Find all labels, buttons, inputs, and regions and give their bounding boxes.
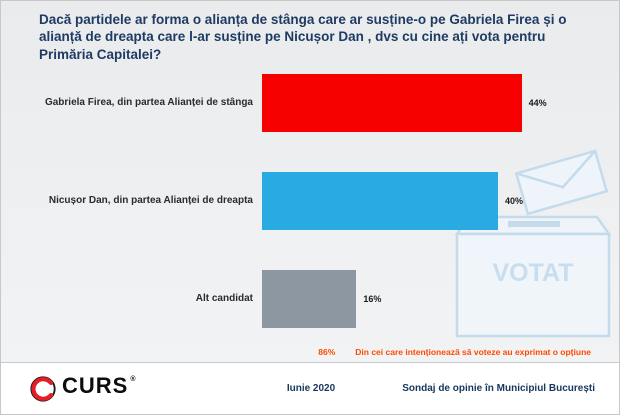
annotation-note: 86% Din cei care intenționează să voteze… [318, 347, 591, 357]
bar-row: Nicușor Dan, din partea Alianței de drea… [1, 171, 619, 231]
category-label: Gabriela Firea, din partea Alianței de s… [44, 97, 253, 108]
footer-caption: Sondaj de opinie în Municipiul București [402, 383, 595, 394]
bar-track: 44% [262, 74, 619, 132]
bar-chart: Gabriela Firea, din partea Alianței de s… [1, 73, 619, 367]
value-label: 40% [505, 196, 524, 206]
annotation-text: Din cei care intenționează să voteze au … [355, 347, 591, 357]
bar-row: Gabriela Firea, din partea Alianței de s… [1, 73, 619, 133]
bar [262, 172, 498, 230]
curs-brand: CURS ® [29, 372, 136, 403]
bar-track: 40% [262, 172, 619, 230]
category-label: Alt candidat [195, 293, 253, 304]
category-label: Nicușor Dan, din partea Alianței de drea… [48, 195, 253, 206]
chart-title: Dacă partidele ar forma o alianța de stâ… [39, 12, 567, 62]
watermark-label: VOTAT [492, 259, 573, 287]
bar-row: Alt candidat 16% [1, 269, 619, 329]
footer: CURS ® Iunie 2020 Sondaj de opinie în Mu… [1, 362, 619, 414]
value-label: 16% [363, 294, 382, 304]
curs-logo-icon [30, 375, 56, 402]
value-label: 44% [528, 98, 547, 108]
bar [262, 74, 522, 132]
annotation-percent: 86% [318, 347, 336, 357]
bar [262, 270, 357, 328]
registered-mark: ® [130, 375, 136, 383]
footer-date: Iunie 2020 [286, 383, 336, 394]
bar-track: 16% [262, 270, 619, 328]
brand-name: CURS [62, 372, 129, 398]
